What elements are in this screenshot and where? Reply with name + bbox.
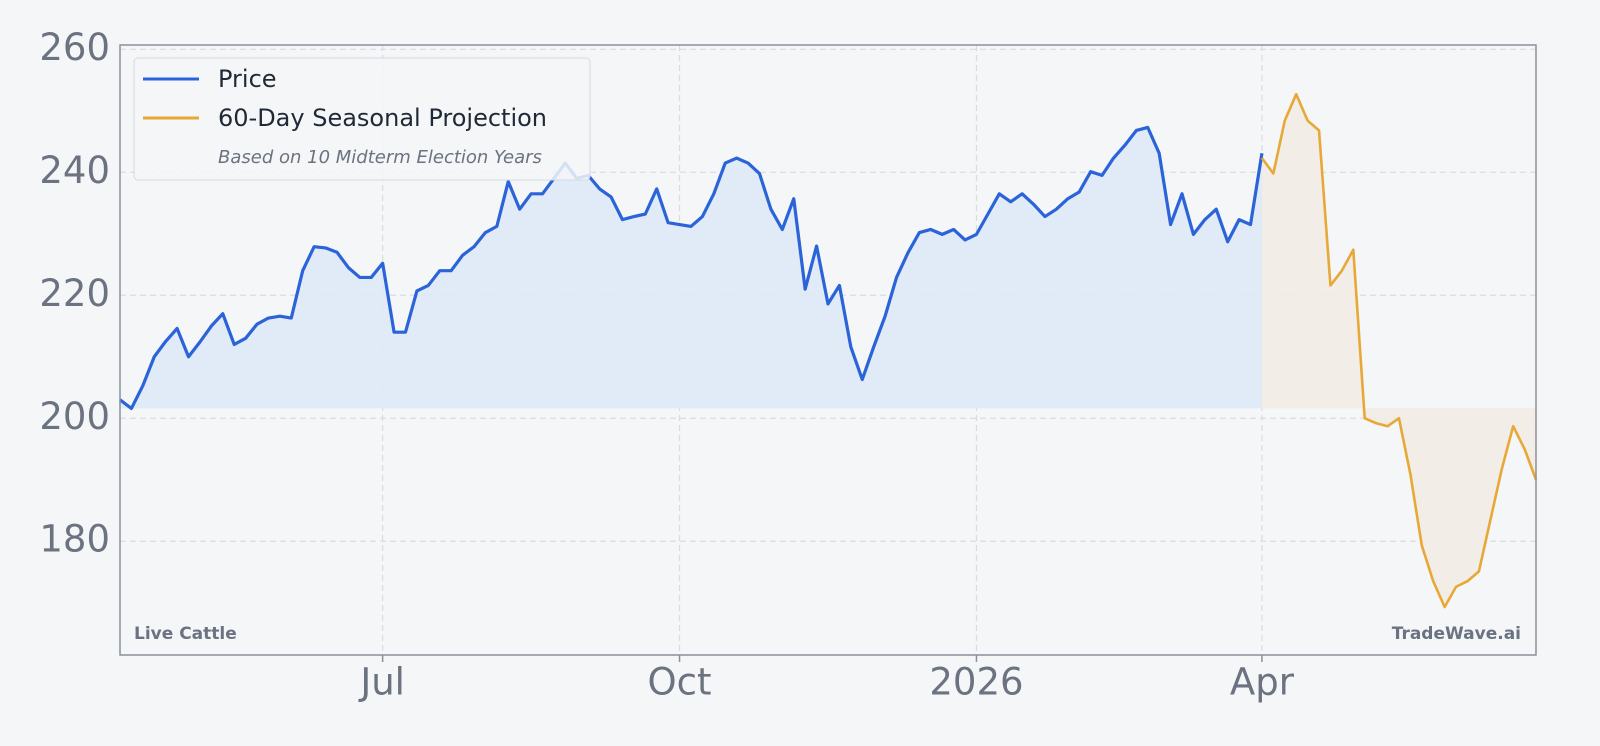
legend-note: Based on 10 Midterm Election Years — [218, 147, 542, 168]
y-tick-label: 220 — [39, 272, 110, 315]
x-tick-label: Jul — [358, 661, 405, 704]
area-fill — [1261, 94, 1536, 608]
y-tick-label: 260 — [39, 26, 110, 69]
x-tick-label: Apr — [1230, 661, 1295, 704]
y-tick-label: 200 — [39, 395, 110, 438]
x-tick-label: Oct — [648, 661, 712, 704]
y-tick-label: 240 — [39, 149, 110, 192]
legend-box — [133, 57, 591, 181]
y-tick-label: 180 — [39, 518, 110, 561]
area-fill — [120, 127, 1262, 409]
series-line — [1260, 92, 1538, 609]
chart-title: Live Cattle — [134, 624, 237, 644]
legend-label: 60-Day Seasonal Projection — [218, 104, 547, 132]
legend: Price 60-Day Seasonal Projection Based o… — [133, 57, 591, 181]
series-line — [119, 125, 1264, 411]
x-tick-label: 2026 — [929, 661, 1023, 704]
plot-frame — [119, 44, 1537, 656]
watermark: TradeWave.ai — [1392, 624, 1521, 644]
legend-label: Price — [218, 65, 277, 93]
